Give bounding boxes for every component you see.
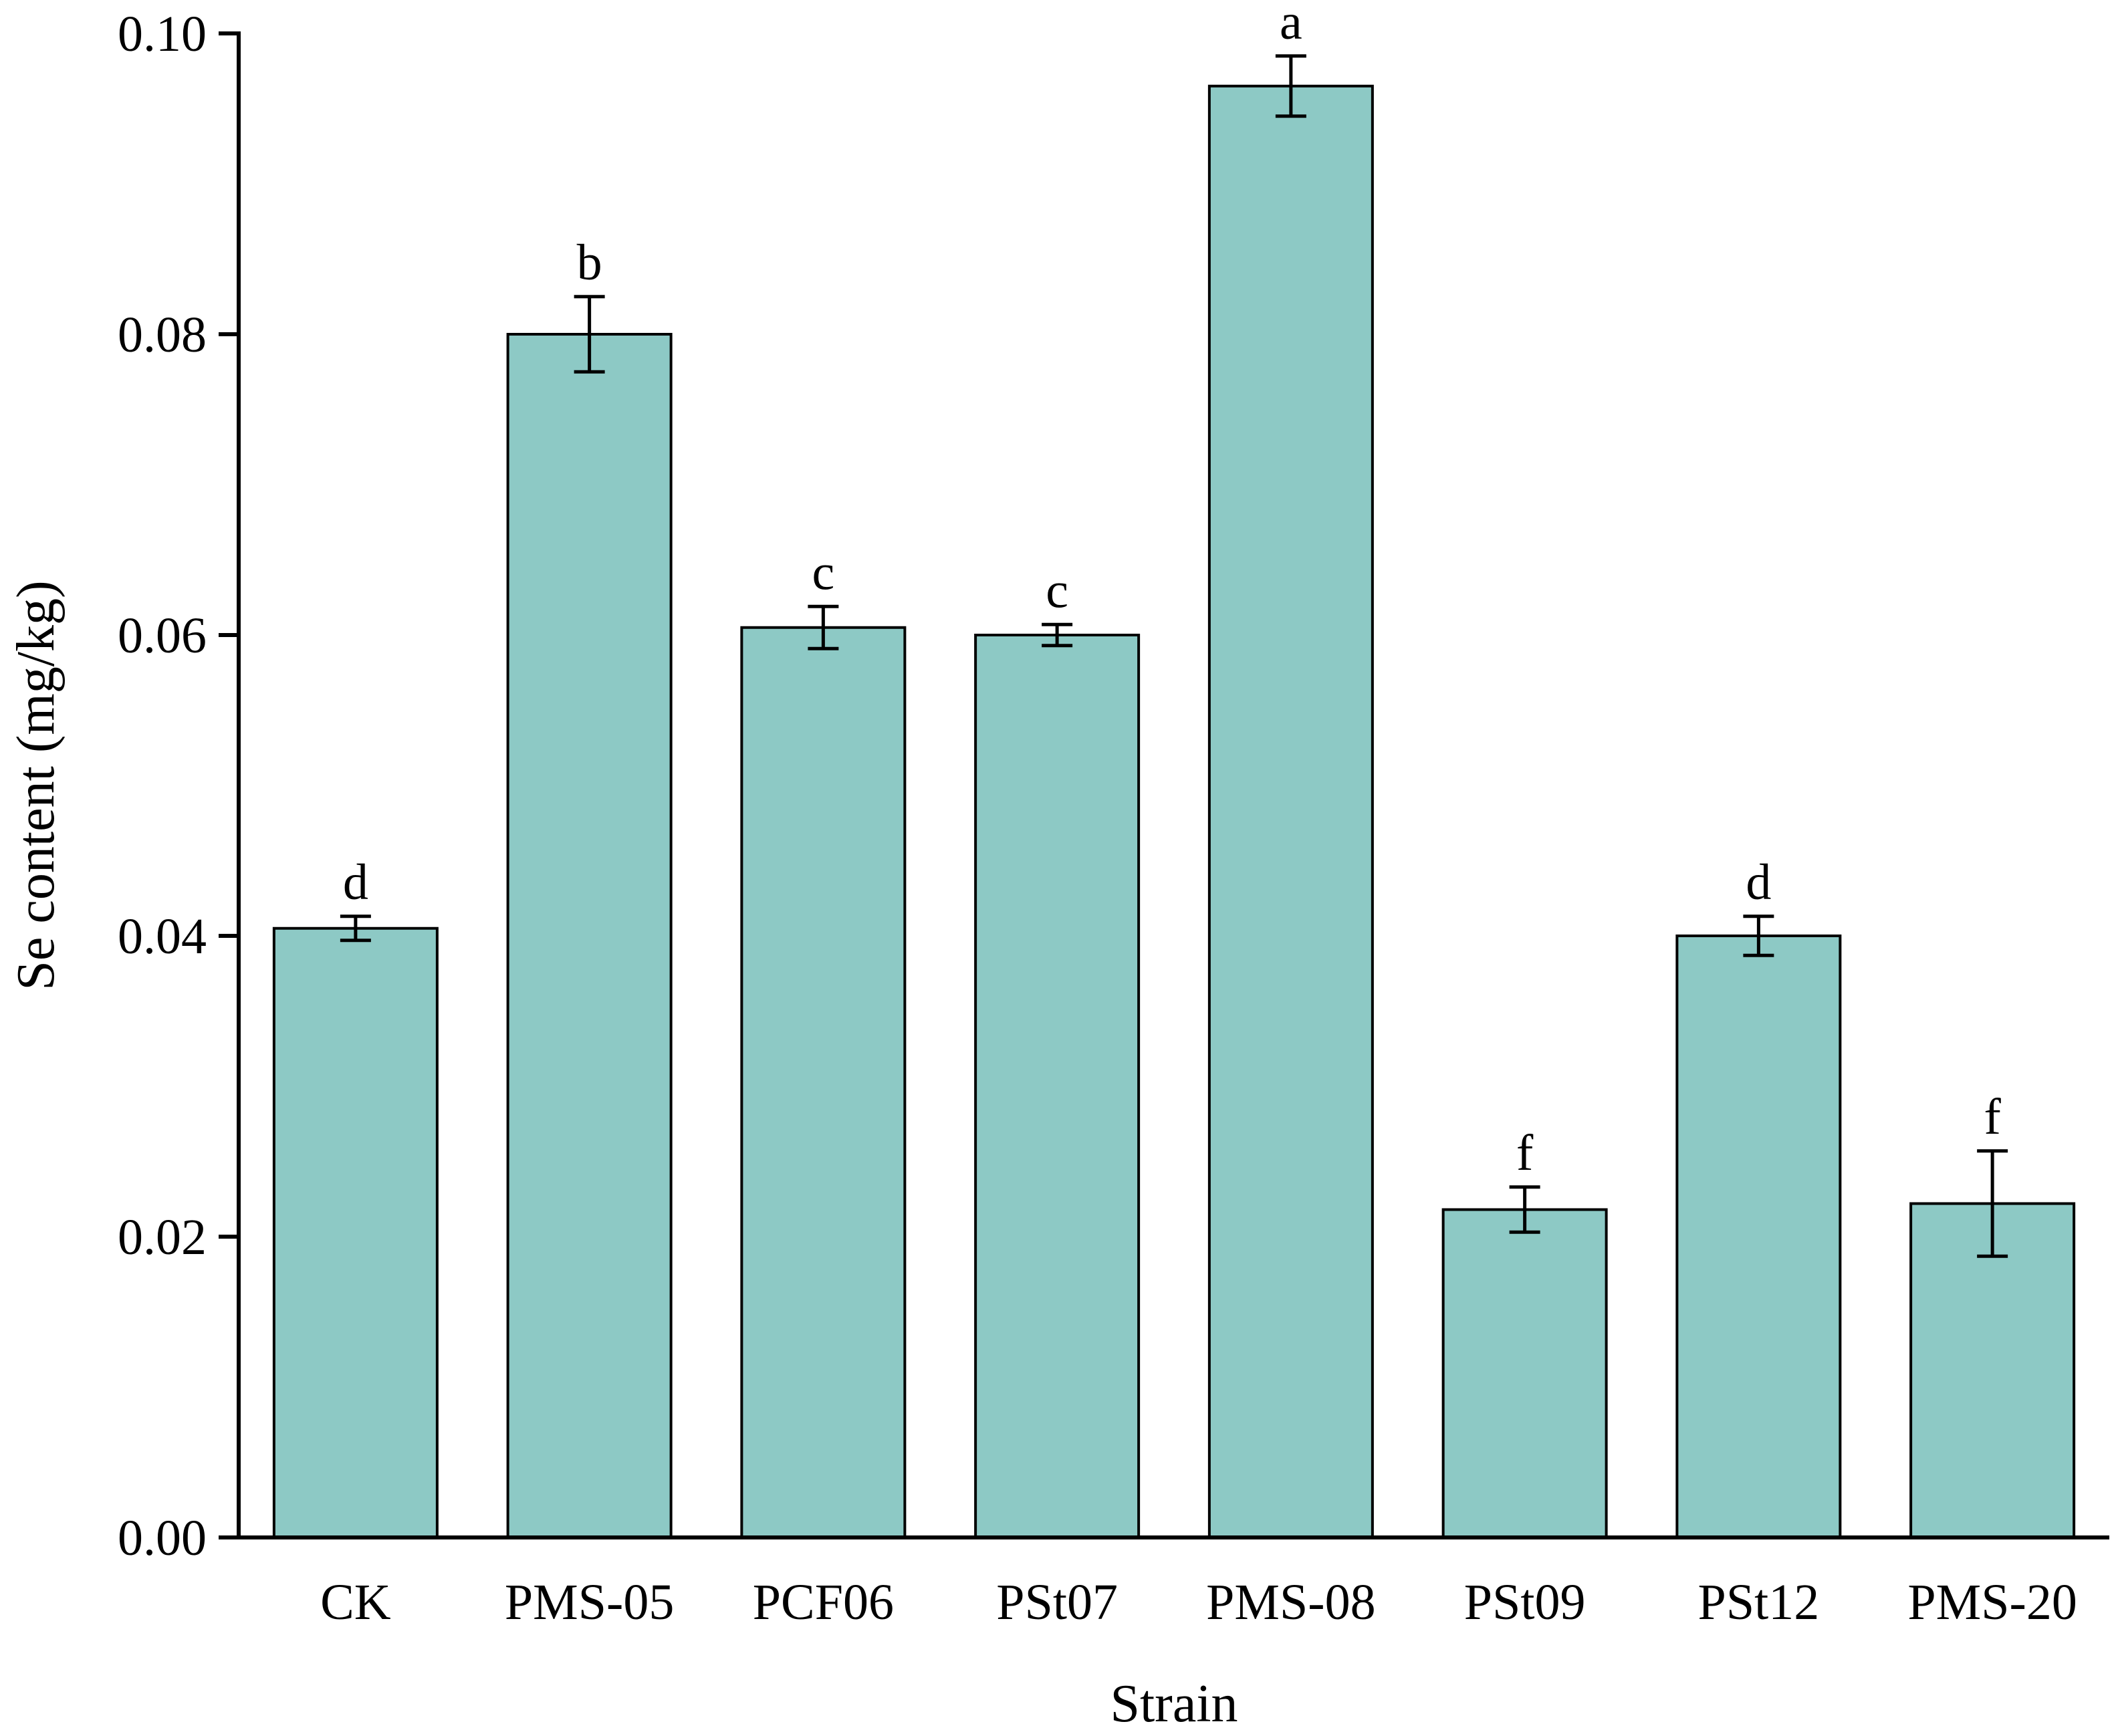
y-tick-label: 0.04 xyxy=(118,908,207,965)
significance-letter: c xyxy=(812,544,835,600)
significance-letter: b xyxy=(577,235,602,291)
x-category-label: PMS-08 xyxy=(1206,1574,1375,1630)
y-axis-title: Se content (mg/kg) xyxy=(7,580,66,990)
y-tick-label: 0.08 xyxy=(118,307,207,363)
x-category-label: PSt12 xyxy=(1698,1574,1820,1630)
bar xyxy=(272,926,439,1539)
significance-letters: d b c c a f d f xyxy=(343,0,2002,1181)
significance-letter: a xyxy=(1280,0,1302,50)
y-tick-label: 0.06 xyxy=(118,608,207,664)
bar xyxy=(1441,1208,1608,1539)
error-bar xyxy=(1743,914,1774,957)
bar xyxy=(1675,935,1842,1539)
x-category-label: PMS-05 xyxy=(505,1574,674,1630)
y-tick-label: 0.02 xyxy=(118,1209,207,1265)
significance-letter: f xyxy=(1516,1125,1534,1181)
error-bar xyxy=(1042,622,1073,648)
error-bar xyxy=(1509,1185,1540,1234)
x-category-label: PMS-20 xyxy=(1907,1574,2077,1630)
significance-letter: d xyxy=(1746,854,1771,910)
bars xyxy=(272,84,2076,1539)
bar xyxy=(1207,84,1374,1539)
bar xyxy=(740,626,907,1539)
x-category-label: PSt09 xyxy=(1464,1574,1586,1630)
error-bar xyxy=(340,914,371,943)
x-category-label: PCF06 xyxy=(753,1574,894,1630)
bar xyxy=(506,333,673,1539)
error-bar xyxy=(574,295,605,374)
y-axis-ticks: 0.00 0.02 0.04 0.06 0.08 0.10 xyxy=(118,6,239,1566)
error-bar xyxy=(808,604,839,650)
error-bar xyxy=(1275,54,1306,118)
error-bar xyxy=(1977,1149,2008,1258)
significance-letter: d xyxy=(343,854,368,910)
x-axis-title: Strain xyxy=(1110,1675,1238,1733)
significance-letter: c xyxy=(1046,562,1068,618)
x-axis-categories: CK PMS-05 PCF06 PSt07 PMS-08 PSt09 PSt12 PMS-20 xyxy=(320,1574,2077,1630)
significance-letter: f xyxy=(1984,1089,2001,1145)
y-tick-label: 0.10 xyxy=(118,6,207,62)
x-category-label: PSt07 xyxy=(996,1574,1118,1630)
x-category-label: CK xyxy=(320,1574,391,1630)
bar xyxy=(974,634,1141,1539)
y-tick-label: 0.00 xyxy=(118,1510,207,1566)
error-bars xyxy=(340,54,2008,1258)
